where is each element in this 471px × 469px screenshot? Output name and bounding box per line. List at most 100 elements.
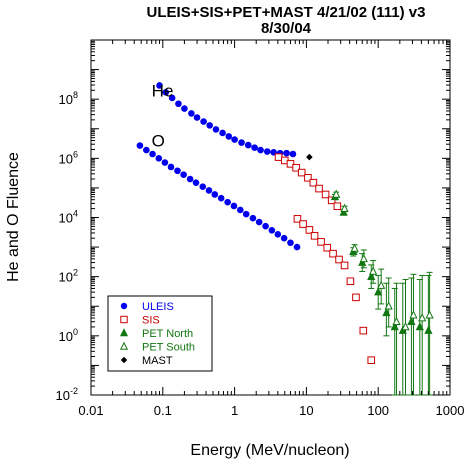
- pet-north-point: [382, 307, 391, 317]
- uleis-point: [224, 198, 231, 206]
- uleis-point: [200, 118, 207, 125]
- axis-ticks-layer: 0.01 0.1 1 10 100 1000 10-2 100 102 104 106 108: [56, 39, 465, 418]
- sis-point: [352, 293, 360, 302]
- legend-label-uleis: ULEIS: [142, 301, 174, 313]
- pet-south-point: [401, 322, 410, 331]
- pet-south-point: [409, 310, 418, 319]
- uleis-point: [199, 183, 207, 190]
- x-tick-label: 10: [299, 403, 313, 418]
- x-tick-label: 1: [231, 403, 238, 418]
- legend-label-pet-north: PET North: [142, 328, 193, 340]
- sis-point: [323, 243, 332, 252]
- pet-south-point: [377, 280, 386, 289]
- pet-north-point: [367, 271, 376, 280]
- x-tick-label: 100: [367, 403, 389, 418]
- sis-point: [315, 184, 323, 193]
- legend-label-pet-south: PET South: [142, 342, 195, 354]
- y-tick-label: 106: [59, 149, 78, 166]
- sis-point: [304, 173, 312, 182]
- sis-point: [293, 215, 302, 223]
- uleis-point: [231, 136, 238, 143]
- uleis-point: [188, 110, 195, 117]
- pet-south-point: [359, 253, 368, 263]
- sis-point: [274, 153, 283, 161]
- uleis-point: [161, 159, 169, 166]
- pet-south-point: [384, 301, 393, 310]
- x-tick-label: 1000: [436, 403, 465, 418]
- x-axis-label: Energy (MeV/nucleon): [190, 442, 349, 459]
- pet-south-point: [332, 189, 341, 198]
- x-tick-label: 0.1: [154, 403, 172, 418]
- legend-marker-mast: [120, 356, 128, 364]
- uleis-point: [251, 144, 258, 151]
- pet-south-point: [425, 310, 434, 319]
- pet-north-point: [424, 325, 433, 334]
- y-tick-label: 10-2: [56, 386, 78, 403]
- sis-point: [335, 255, 343, 264]
- pet-north-point: [374, 287, 383, 296]
- sis-point: [292, 163, 300, 172]
- x-tick-label: 0.01: [78, 403, 103, 418]
- uleis-point: [274, 231, 282, 238]
- sis-point: [340, 261, 349, 270]
- uleis-point: [263, 148, 271, 155]
- uleis-point: [181, 105, 188, 112]
- y-tick-label: 100: [59, 327, 78, 344]
- markers-layer: [136, 82, 434, 365]
- uleis-point: [225, 133, 233, 140]
- legend-marker-pet-north: [119, 328, 129, 337]
- sis-point: [310, 232, 319, 240]
- chart-title-line-1: ULEIS+SIS+PET+MAST 4/21/02 (111) v3: [147, 4, 426, 21]
- pet-south-point: [369, 266, 378, 275]
- sis-point: [286, 160, 295, 168]
- error-bars-layer: [331, 191, 433, 396]
- sis-point: [309, 178, 318, 187]
- uleis-point: [136, 142, 144, 149]
- uleis-point: [293, 243, 301, 251]
- pet-south-point: [392, 316, 401, 326]
- legend-marker-pet-south: [119, 341, 129, 350]
- uleis-point: [283, 149, 290, 157]
- uleis-point: [175, 100, 182, 108]
- pet-south-point: [418, 313, 427, 322]
- species-annotation: O: [152, 132, 165, 151]
- legend-label-mast: MAST: [142, 355, 173, 367]
- uleis-point: [156, 82, 163, 89]
- uleis-point: [262, 222, 269, 230]
- uleis-point: [257, 146, 264, 154]
- sis-point: [321, 190, 330, 199]
- sis-point: [367, 356, 376, 365]
- uleis-point: [287, 239, 294, 247]
- legend-marker-sis: [120, 315, 128, 324]
- y-tick-label: 108: [59, 90, 78, 107]
- y-axis-label: He and O Fluence: [5, 152, 22, 282]
- uleis-point: [143, 146, 150, 154]
- uleis-point: [280, 234, 288, 242]
- uleis-point: [238, 139, 245, 146]
- sis-point: [327, 196, 336, 205]
- sis-point: [333, 202, 342, 211]
- uleis-point: [244, 141, 252, 149]
- sis-point: [329, 249, 337, 258]
- uleis-point: [217, 194, 225, 202]
- sis-point: [297, 168, 306, 177]
- pet-south-point: [340, 203, 349, 212]
- uleis-point: [289, 150, 297, 158]
- uleis-point: [192, 179, 200, 187]
- uleis-point: [162, 89, 170, 96]
- y-tick-label: 104: [59, 209, 78, 226]
- legend-label-sis: SIS: [142, 315, 160, 327]
- uleis-point: [212, 126, 220, 133]
- species-annotation: He: [152, 81, 174, 100]
- uleis-point: [155, 155, 163, 162]
- uleis-point: [206, 122, 214, 129]
- uleis-point: [219, 129, 226, 137]
- legend-marker-uleis: [120, 302, 128, 310]
- annotations-layer: He O: [152, 81, 174, 150]
- uleis-point: [180, 171, 187, 178]
- sis-point: [359, 326, 368, 335]
- uleis-point: [268, 226, 276, 234]
